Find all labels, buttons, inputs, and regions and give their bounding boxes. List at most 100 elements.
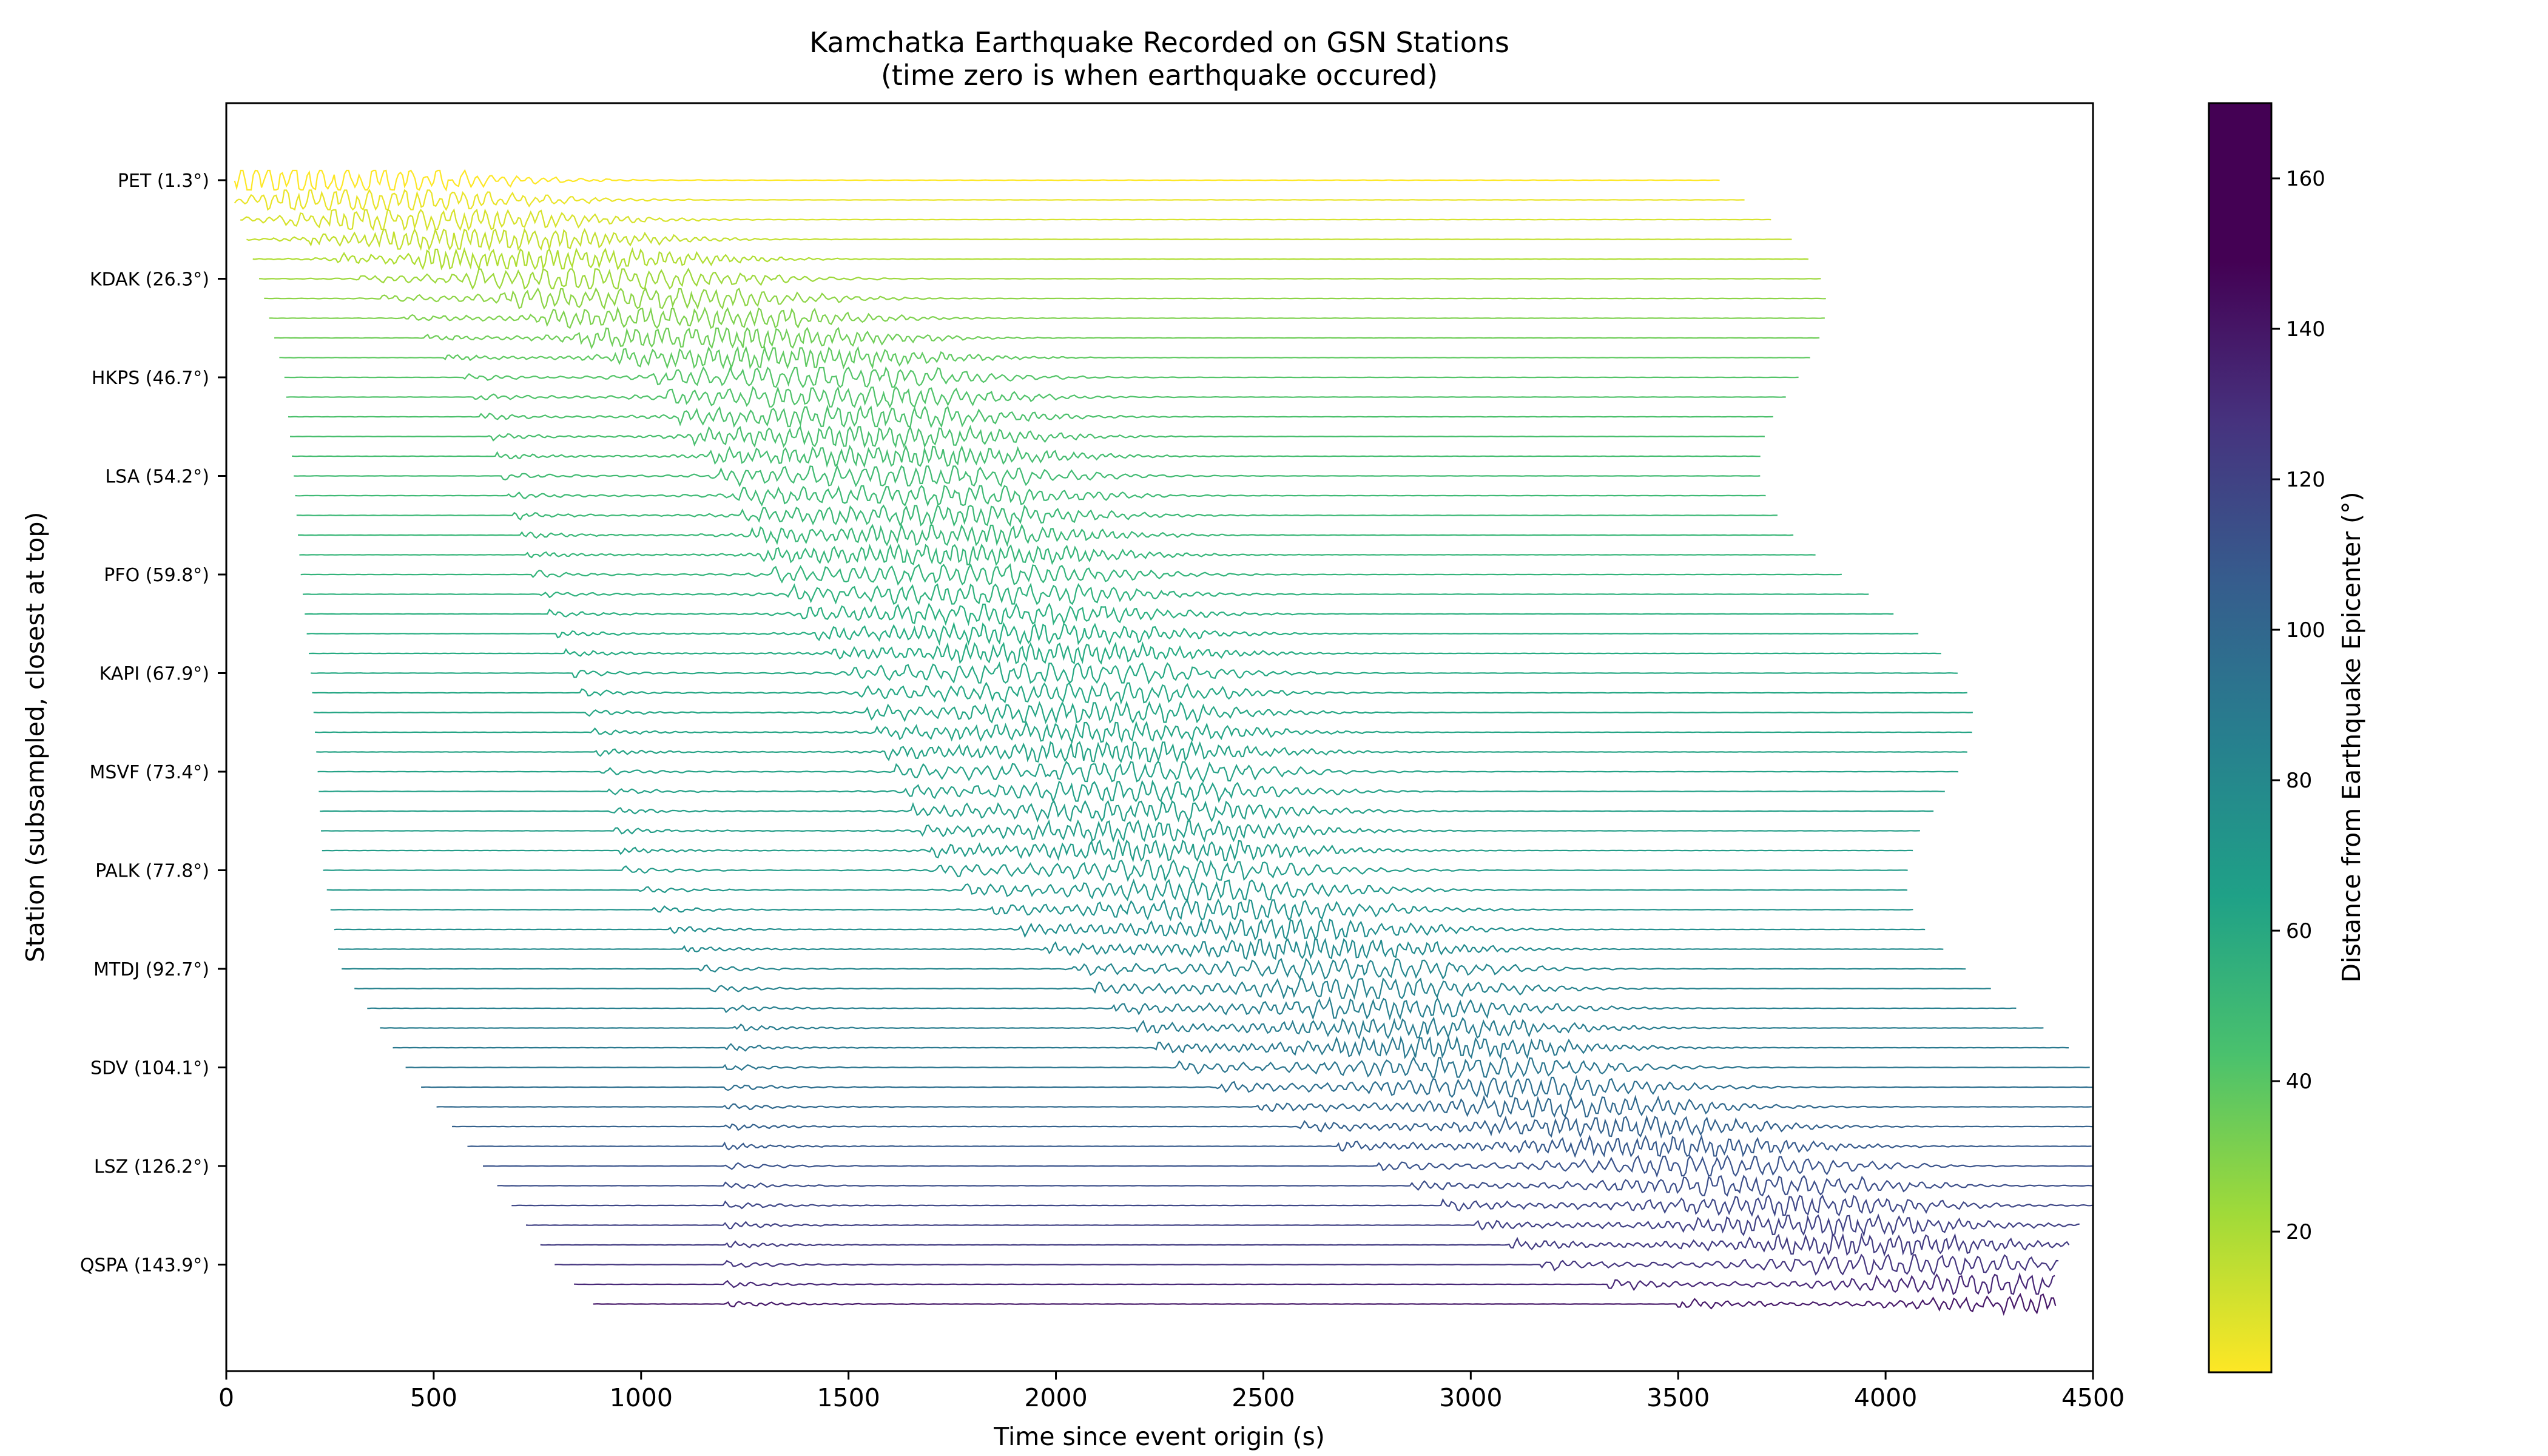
colorbar-tick-label: 80 xyxy=(2286,769,2312,793)
trace-15 xyxy=(294,464,1761,488)
trace-42 xyxy=(367,996,2017,1020)
trace-26 xyxy=(312,681,1967,705)
x-axis-label: Time since event origin (s) xyxy=(993,1422,1325,1451)
station-label-group: PET (1.3°) KDAK (26.3°) HKPS (46.7°) LSA (5… xyxy=(80,170,226,1276)
trace-44 xyxy=(393,1035,2069,1059)
colorbar-tick-label: 40 xyxy=(2286,1070,2312,1094)
x-tick-label: 3000 xyxy=(1439,1383,1502,1412)
trace-6 xyxy=(264,287,1826,310)
trace-17 xyxy=(296,504,1778,527)
trace-27 xyxy=(313,700,1973,724)
trace-5 xyxy=(258,268,1821,291)
trace-39 xyxy=(337,937,1944,960)
trace-46 xyxy=(421,1074,2093,1099)
trace-57 xyxy=(593,1293,2057,1316)
trace-53 xyxy=(525,1213,2080,1238)
trace-19 xyxy=(299,543,1816,567)
trace-49 xyxy=(467,1134,2092,1158)
x-tick-label: 4500 xyxy=(2061,1383,2125,1412)
x-tick-label: 1000 xyxy=(610,1383,673,1412)
trace-52 xyxy=(511,1194,2092,1217)
colorbar-tick-label: 100 xyxy=(2286,618,2325,642)
trace-12 xyxy=(288,404,1773,428)
x-tick-label: 0 xyxy=(218,1383,234,1412)
trace-50 xyxy=(483,1154,2093,1178)
trace-8 xyxy=(274,326,1820,349)
trace-10 xyxy=(284,365,1799,389)
trace-54 xyxy=(540,1232,2070,1257)
trace-31 xyxy=(318,780,1945,803)
colorbar-tick-label: 60 xyxy=(2286,919,2312,943)
trace-4 xyxy=(252,247,1808,271)
x-axis-ticks: 0 500 1000 1500 2000 2500 3000 3500 4000 4500 xyxy=(218,1371,2125,1412)
trace-24 xyxy=(308,641,1941,665)
x-tick-label: 1500 xyxy=(817,1383,880,1412)
station-label: SDV (104.1°) xyxy=(90,1058,209,1079)
trace-22 xyxy=(305,602,1894,627)
trace-37 xyxy=(330,898,1913,922)
x-tick-label: 500 xyxy=(410,1383,457,1412)
trace-2 xyxy=(240,208,1771,232)
chart-subtitle: (time zero is when earthquake occured) xyxy=(881,59,1438,92)
trace-48 xyxy=(451,1114,2093,1139)
station-label: KDAK (26.3°) xyxy=(90,269,209,291)
x-tick-label: 2000 xyxy=(1024,1383,1087,1412)
colorbar-tick-label: 120 xyxy=(2286,468,2325,492)
station-label: QSPA (143.9°) xyxy=(80,1255,209,1276)
trace-group xyxy=(234,169,2093,1316)
chart-title: Kamchatka Earthquake Recorded on GSN Sta… xyxy=(809,26,1509,59)
trace-11 xyxy=(286,386,1786,409)
colorbar xyxy=(2208,102,2273,1373)
trace-13 xyxy=(289,425,1765,448)
colorbar-tick-label: 160 xyxy=(2286,167,2325,191)
colorbar-label: Distance from Earthquake Epicenter (°) xyxy=(2337,491,2366,982)
trace-1 xyxy=(234,189,1745,211)
trace-25 xyxy=(311,661,1958,685)
trace-3 xyxy=(246,227,1792,252)
trace-51 xyxy=(497,1175,2092,1197)
trace-28 xyxy=(315,720,1972,744)
colorbar-tick-label: 140 xyxy=(2286,317,2325,342)
trace-9 xyxy=(279,345,1810,369)
station-label: PET (1.3°) xyxy=(118,170,209,192)
trace-23 xyxy=(306,621,1919,646)
station-label: HKPS (46.7°) xyxy=(92,368,209,389)
trace-43 xyxy=(380,1016,2044,1040)
colorbar-tick-label: 20 xyxy=(2286,1220,2312,1244)
trace-7 xyxy=(269,306,1825,329)
trace-45 xyxy=(405,1056,2090,1079)
trace-0 xyxy=(234,169,1720,192)
trace-41 xyxy=(354,977,1991,1000)
station-label: MTDJ (92.7°) xyxy=(93,959,209,980)
colorbar-ticks: 20 40 60 80 100 120 140 160 xyxy=(2271,167,2325,1244)
trace-16 xyxy=(295,485,1766,507)
trace-32 xyxy=(320,800,1934,823)
trace-55 xyxy=(554,1253,2059,1276)
station-label: PFO (59.8°) xyxy=(104,565,209,586)
trace-18 xyxy=(298,523,1794,547)
x-tick-label: 3500 xyxy=(1646,1383,1710,1412)
trace-36 xyxy=(326,878,1907,902)
trace-38 xyxy=(334,918,1926,941)
station-label: LSA (54.2°) xyxy=(105,467,209,488)
x-tick-label: 2500 xyxy=(1232,1383,1295,1412)
trace-40 xyxy=(342,957,1966,980)
trace-33 xyxy=(321,819,1920,843)
trace-14 xyxy=(292,444,1761,468)
y-axis-label: Station (subsampled, closest at top) xyxy=(21,512,50,963)
trace-20 xyxy=(300,563,1842,586)
trace-47 xyxy=(436,1094,2092,1118)
trace-56 xyxy=(574,1272,2055,1295)
plot-frame xyxy=(225,102,2094,1372)
trace-35 xyxy=(323,859,1908,882)
station-label: LSZ (126.2°) xyxy=(94,1156,209,1178)
x-tick-label: 4000 xyxy=(1854,1383,1917,1412)
station-label: KAPI (67.9°) xyxy=(99,664,209,685)
trace-30 xyxy=(317,761,1958,783)
trace-34 xyxy=(322,838,1913,863)
station-label: MSVF (73.4°) xyxy=(90,762,209,783)
trace-29 xyxy=(316,740,1967,763)
station-label: PALK (77.8°) xyxy=(95,861,209,882)
trace-21 xyxy=(302,582,1869,605)
